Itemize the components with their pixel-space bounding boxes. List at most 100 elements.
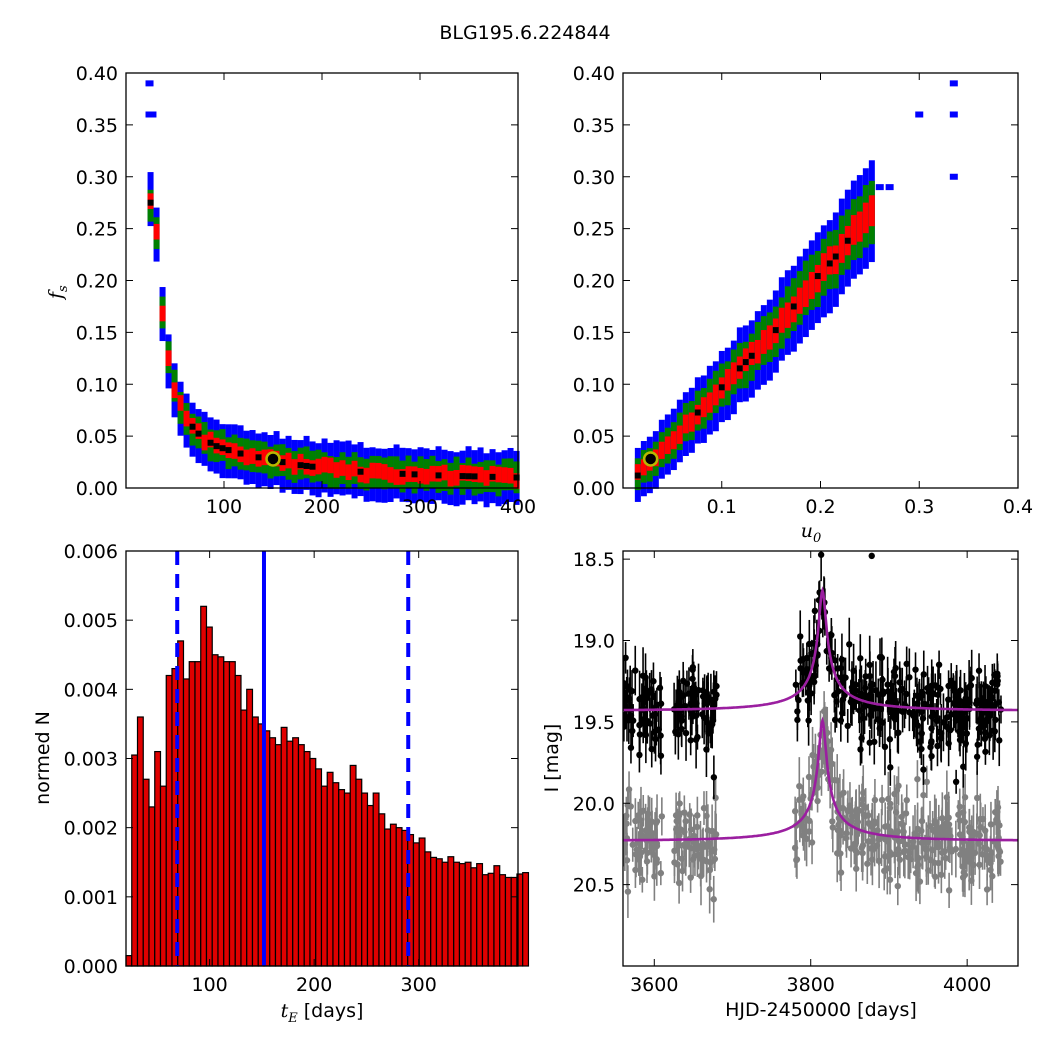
p3-bar: [510, 876, 518, 967]
p4-offset-point: [918, 839, 926, 846]
p2-cell-core: [844, 237, 851, 244]
p4-data-point: [636, 751, 643, 759]
p3-ytick-label: 0.002: [64, 818, 118, 840]
p1-ytick-label: 0.10: [76, 374, 118, 396]
p1-cell: [315, 458, 322, 475]
p4-offset-point: [902, 841, 909, 848]
p4-data-point: [960, 763, 967, 770]
p1-cell-core: [357, 468, 364, 475]
p3-bar: [389, 823, 397, 967]
p4-offset-point: [987, 821, 995, 828]
p1-cell-core: [237, 450, 244, 457]
p3-bar: [131, 754, 139, 967]
p4-offset-point: [687, 874, 694, 881]
p3-xtick-label: 100: [191, 974, 227, 996]
p4-data-point: [973, 753, 981, 760]
p3-bar: [148, 806, 156, 967]
p2-cell: [712, 384, 719, 406]
p4-offset-point: [973, 794, 981, 802]
p1-cell-core: [411, 471, 418, 478]
p2-cell: [838, 233, 845, 263]
p4-offset-point: [935, 859, 942, 867]
p1-cell: [429, 465, 436, 482]
p4-offset-point: [911, 830, 919, 837]
p4-xtick-label: 4000: [943, 974, 991, 996]
p2-cell: [760, 330, 767, 354]
p4-xlabel: HJD-2450000 [days]: [725, 999, 917, 1021]
p3-bar: [453, 861, 461, 967]
p4-offset-point: [943, 794, 951, 801]
p4-data-point: [862, 684, 869, 692]
p3-bar: [188, 661, 196, 967]
p1-cell: [231, 443, 238, 459]
p3-bar: [355, 778, 363, 967]
p4-offset-point: [865, 820, 873, 827]
p1-cell: [261, 449, 268, 466]
p2-ytick-label: 0.10: [573, 374, 615, 396]
p3-bar: [211, 654, 219, 967]
p4-data-point: [831, 691, 838, 699]
p4-offset-point: [710, 896, 717, 903]
p4-offset-point: [914, 775, 921, 783]
p4-offset-point: [624, 888, 632, 895]
p2-cells: [634, 80, 958, 502]
p4-data-point: [928, 682, 935, 689]
p1-cell: [441, 464, 448, 481]
p4-offset-point: [988, 849, 995, 857]
p3-bar: [361, 792, 369, 967]
p3-bar: [332, 782, 340, 967]
p2-cell: [802, 280, 809, 308]
p1-cell: [459, 464, 466, 481]
p2-cell: [832, 245, 839, 275]
p1-cell: [297, 453, 304, 470]
p4-data-point: [678, 725, 685, 733]
p4-data-point: [652, 735, 659, 743]
p4-data-point: [687, 737, 694, 744]
p4-offset-point: [875, 857, 883, 865]
p3-ytick-label: 0.001: [64, 887, 118, 909]
p2-cell: [676, 425, 683, 444]
p4-offset-point: [678, 855, 686, 862]
p4-data-point: [656, 684, 664, 692]
p1-cell: [477, 466, 484, 483]
p4-data-point: [831, 716, 839, 724]
p4-offset-point: [623, 812, 630, 819]
p4-data-point: [927, 739, 935, 747]
p2-cell: [700, 397, 707, 418]
p4-offset-point: [966, 824, 973, 831]
p4-data-point: [943, 723, 950, 730]
p3-bar: [464, 861, 472, 967]
p4-data-point: [694, 733, 701, 741]
p2-outlier: [949, 173, 958, 180]
p1-cell: [171, 382, 178, 399]
p2-ytick-label: 0.00: [573, 478, 615, 500]
p1-best-fit-marker: [265, 451, 281, 467]
p4-data-point: [938, 730, 945, 737]
p1-cell: [495, 466, 502, 483]
p4-offset-point: [791, 844, 799, 852]
p4-offset-point: [851, 840, 858, 848]
p2-outlier: [949, 111, 958, 118]
p1-cell: [243, 449, 250, 466]
p4-offset-point: [675, 879, 683, 887]
p4-data-point: [792, 681, 800, 688]
p4-offset-point: [912, 869, 920, 877]
p4-data-point: [909, 711, 917, 718]
p4-data-point: [957, 723, 964, 730]
p2-cell: [778, 307, 785, 333]
p4-data-point: [872, 687, 880, 694]
p4-data-point: [794, 708, 801, 715]
p2-cell-core: [634, 472, 641, 479]
p4-data-point: [623, 654, 629, 662]
p4-offset-point: [687, 826, 695, 833]
p1-cell-core: [297, 462, 304, 469]
p2-cell: [868, 195, 875, 227]
p4-data-point: [866, 739, 873, 746]
p3-bar: [378, 813, 386, 967]
p4-ytick-label: 20.0: [573, 793, 615, 815]
p2-cell: [658, 441, 665, 459]
p4-offset-point: [694, 812, 701, 819]
p1-cell: [381, 464, 388, 480]
p3-bar: [499, 874, 507, 967]
p1-cell: [201, 434, 208, 451]
